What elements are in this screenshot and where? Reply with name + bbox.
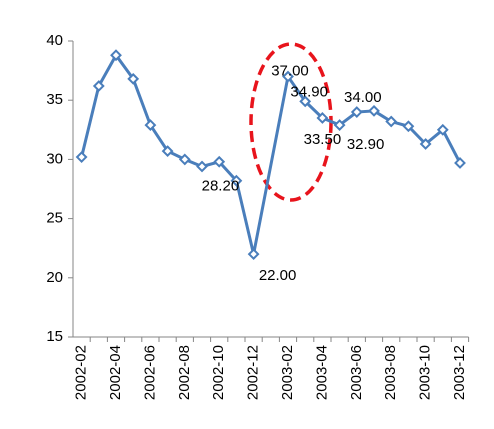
- point-marker: [333, 119, 346, 131]
- point-marker: [419, 138, 432, 150]
- point-marker: [196, 160, 208, 173]
- y-tick-label: 40: [46, 32, 63, 49]
- data-label: 34.90: [290, 83, 328, 100]
- x-tick-label: 2002-12: [245, 345, 262, 400]
- point-marker: [350, 106, 363, 118]
- data-label: 34.00: [344, 89, 382, 106]
- x-tick-label: 2002-10: [210, 345, 227, 400]
- x-tick-label: 2003-02: [279, 345, 296, 400]
- y-tick-label: 25: [46, 210, 63, 227]
- point-marker: [110, 49, 122, 62]
- x-tick-label: 2003-06: [348, 345, 365, 400]
- x-tick-label: 2002-02: [73, 345, 90, 400]
- point-marker: [316, 112, 329, 124]
- point-marker: [161, 145, 174, 158]
- x-tick-label: 2002-08: [176, 345, 193, 400]
- point-marker: [368, 104, 380, 117]
- data-label: 37.00: [271, 62, 309, 79]
- point-marker: [282, 70, 294, 83]
- series-line: [80, 52, 462, 255]
- point-marker: [75, 151, 88, 163]
- data-label: 33.50: [304, 131, 342, 148]
- point-marker: [144, 119, 157, 131]
- point-marker: [230, 174, 243, 187]
- y-tick-label: 20: [46, 269, 63, 286]
- data-label: 28.20: [202, 178, 240, 195]
- x-tick-label: 2003-12: [451, 345, 468, 400]
- x-tick-label: 2003-04: [313, 345, 330, 400]
- point-marker: [385, 115, 398, 128]
- x-tick-label: 2002-04: [107, 345, 124, 400]
- point-marker: [402, 120, 415, 133]
- y-tick-label: 30: [46, 150, 63, 167]
- x-tick-label: 2002-06: [141, 345, 158, 400]
- data-label: 22.00: [259, 267, 297, 284]
- point-marker: [299, 95, 312, 108]
- point-marker: [247, 248, 260, 261]
- x-tick-label: 2003-08: [382, 345, 399, 400]
- point-marker: [92, 80, 105, 92]
- y-tick-label: 35: [46, 91, 63, 108]
- point-marker: [213, 155, 226, 168]
- y-tick-label: 15: [46, 328, 63, 345]
- data-label: 32.90: [347, 136, 385, 153]
- point-marker: [454, 157, 466, 169]
- point-marker: [178, 153, 191, 166]
- point-marker: [436, 123, 449, 136]
- x-tick-label: 2003-10: [417, 345, 434, 400]
- point-marker: [127, 72, 140, 85]
